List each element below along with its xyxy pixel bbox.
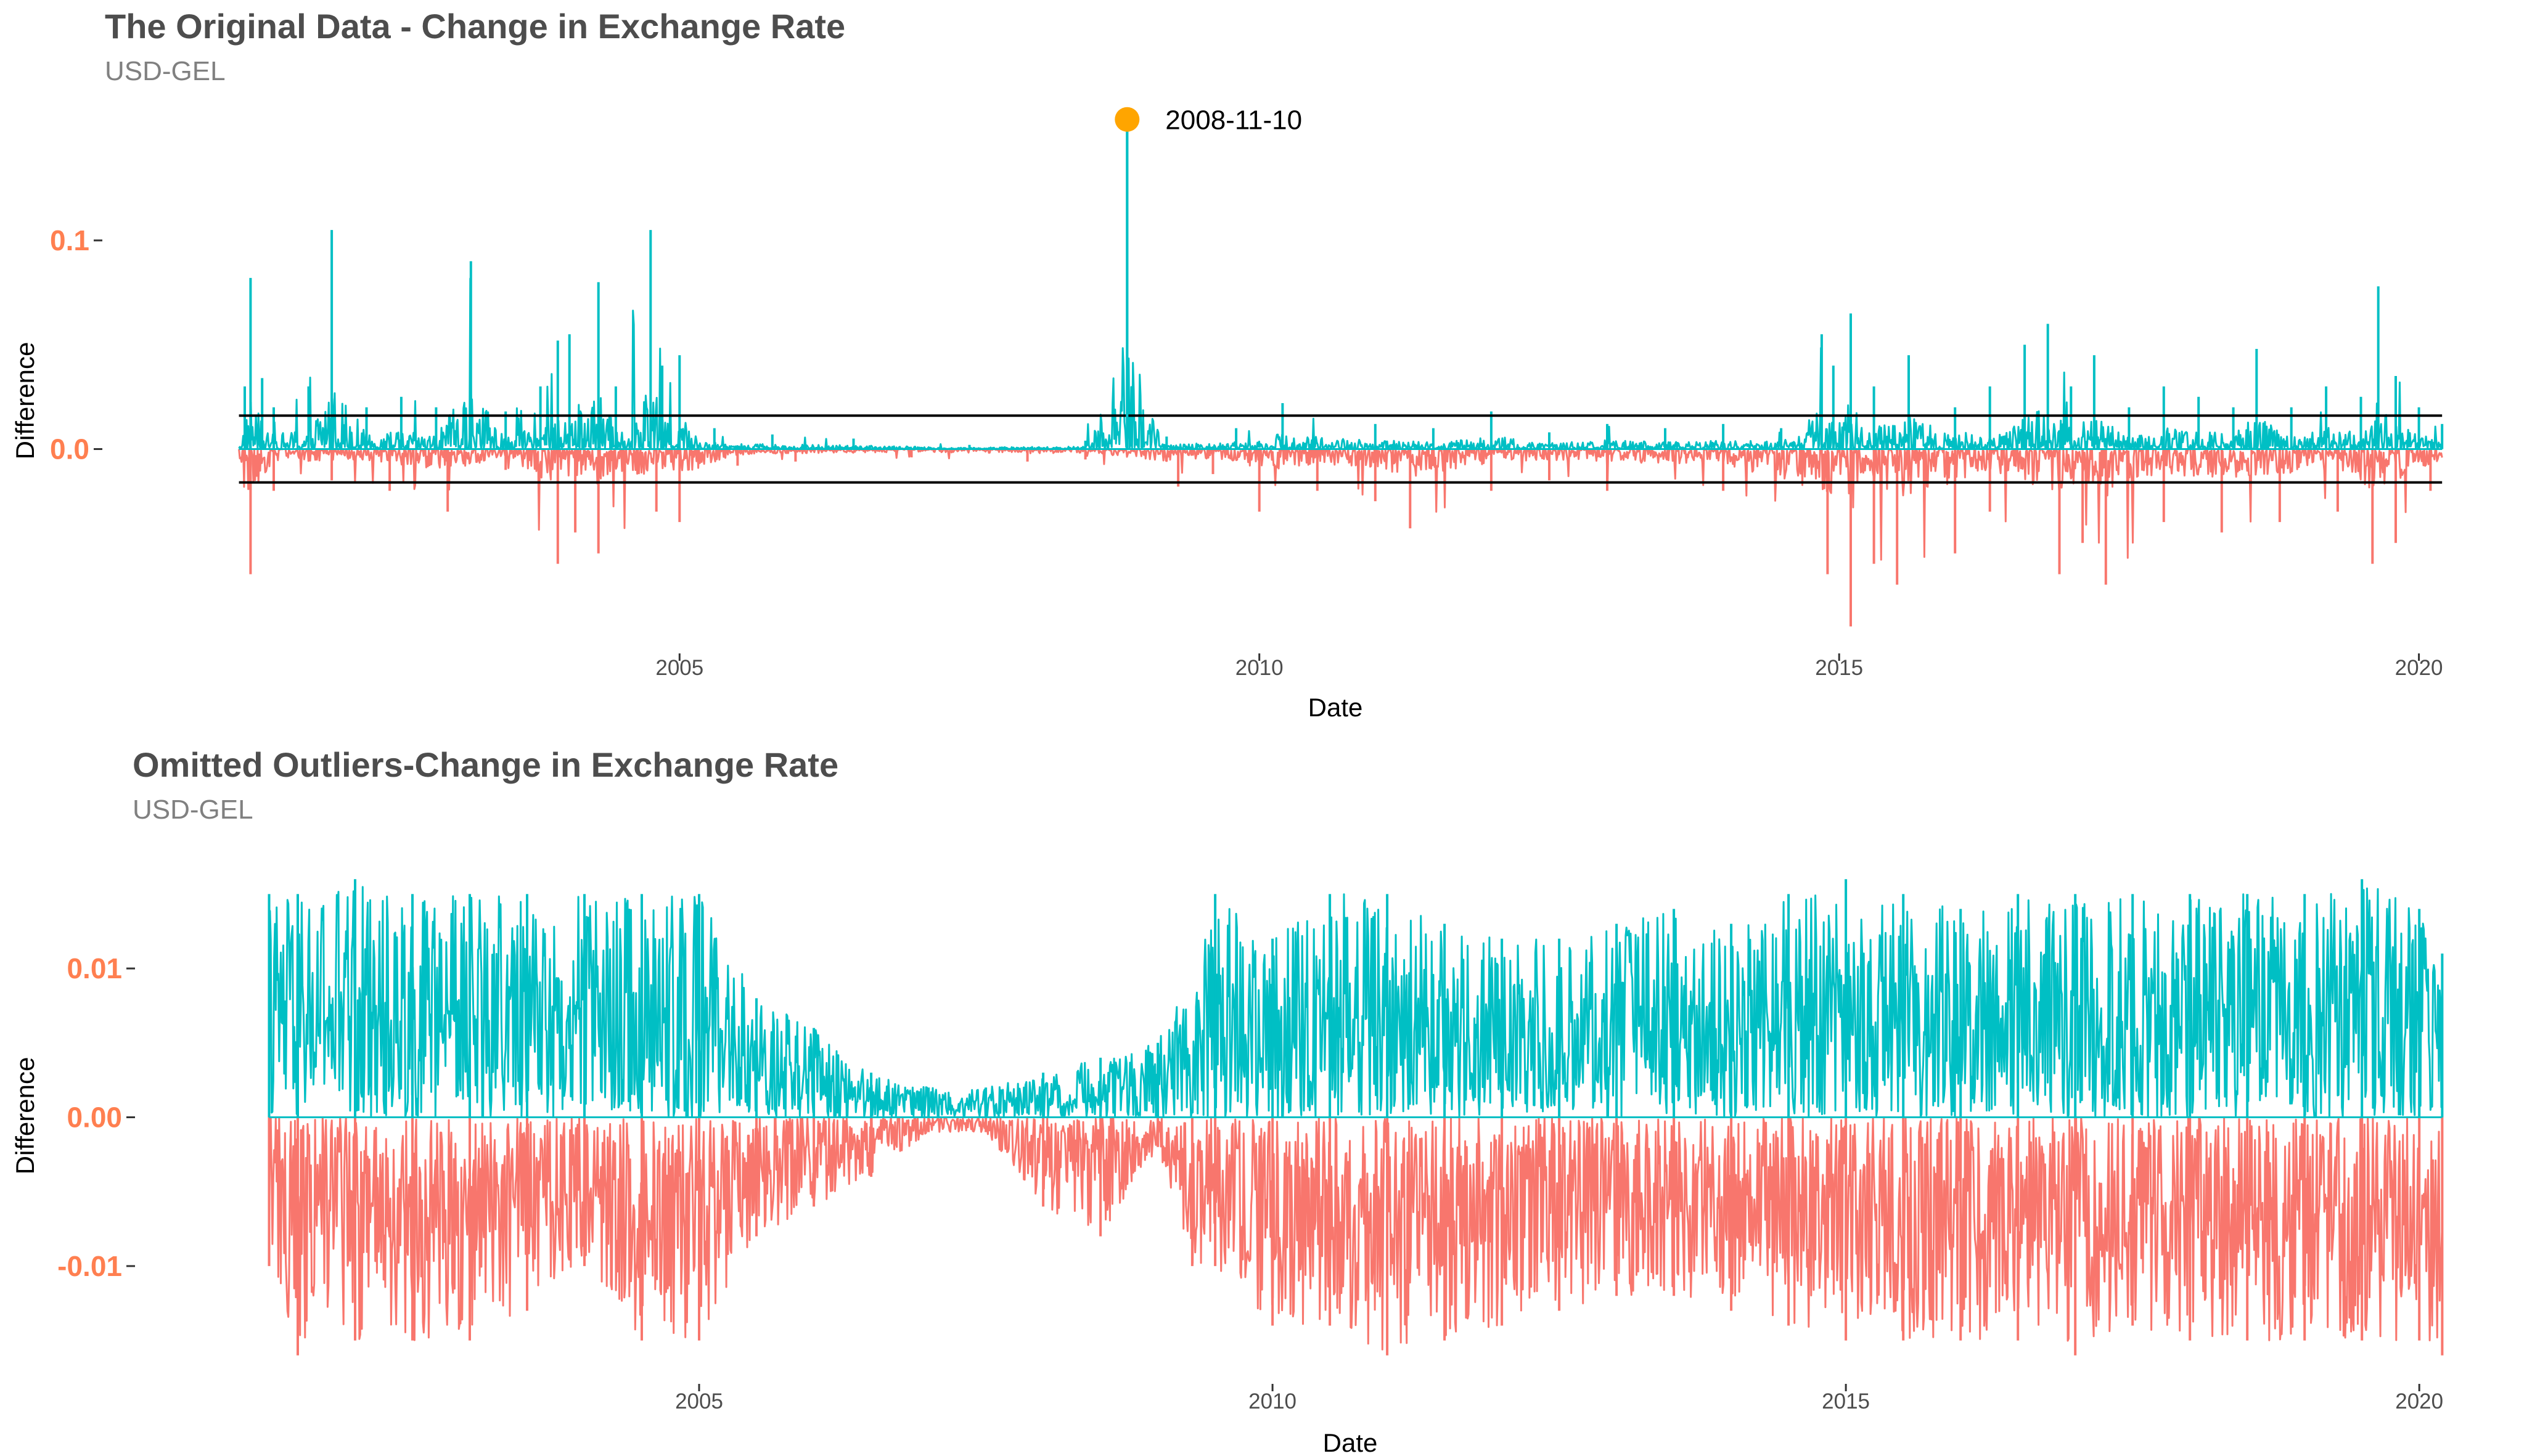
x-tick-label: 2015 bbox=[1815, 656, 1863, 680]
series-line-negative bbox=[238, 448, 2443, 561]
x-tick-label: 2010 bbox=[1248, 1389, 1297, 1413]
y-tick-label: 0.00 bbox=[67, 1102, 122, 1134]
axes-layer: 2005 2010 2015 2020 0.01 0.00 -0.01 bbox=[57, 952, 2443, 1413]
y-axis-title: Difference bbox=[10, 342, 39, 460]
y-tick-label: -0.01 bbox=[57, 1250, 122, 1282]
x-tick-label: 2010 bbox=[1235, 656, 1284, 680]
x-tick-label: 2015 bbox=[1822, 1389, 1870, 1413]
series-line-negative bbox=[268, 1116, 2443, 1351]
y-tick-label: 0.01 bbox=[67, 952, 122, 984]
y-axis-title: Difference bbox=[10, 1057, 39, 1175]
series-line-positive bbox=[268, 886, 2443, 1118]
marks-layer bbox=[268, 879, 2444, 1356]
chart-title: Omitted Outliers-Change in Exchange Rate bbox=[133, 745, 838, 784]
axes-layer: 2005 2010 2015 2020 0.1 0.0 bbox=[50, 224, 2443, 680]
x-axis-title: Date bbox=[1323, 1428, 1378, 1456]
y-tick-label: 0.1 bbox=[50, 224, 89, 256]
marks-layer: 2008-11-10 bbox=[238, 105, 2444, 627]
x-tick-label: 2005 bbox=[655, 656, 703, 680]
y-tick-label: 0.0 bbox=[50, 433, 89, 465]
x-tick-label: 2020 bbox=[2395, 656, 2443, 680]
x-tick-label: 2005 bbox=[675, 1389, 723, 1413]
chart-subtitle: USD-GEL bbox=[105, 56, 226, 86]
x-tick-label: 2020 bbox=[2395, 1389, 2443, 1413]
highlight-label: 2008-11-10 bbox=[1165, 105, 1302, 136]
x-axis-title: Date bbox=[1308, 693, 1363, 722]
panel-omitted-outliers: Omitted Outliers-Change in Exchange Rate… bbox=[10, 745, 2444, 1456]
chart-title: The Original Data - Change in Exchange R… bbox=[105, 7, 845, 46]
highlight-point bbox=[1115, 107, 1140, 132]
panel-original-data: The Original Data - Change in Exchange R… bbox=[10, 7, 2444, 722]
chart-subtitle: USD-GEL bbox=[133, 795, 253, 825]
